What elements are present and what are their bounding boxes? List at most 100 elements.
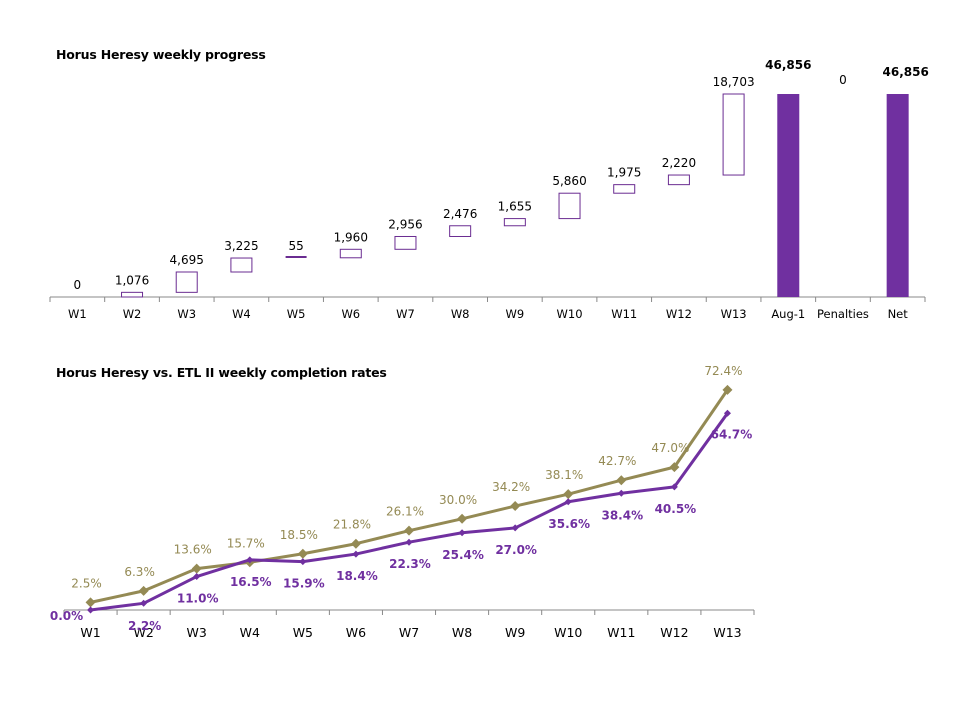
- line-chart-title: Horus Heresy vs. ETL II weekly completio…: [56, 365, 387, 380]
- data-label: 64.7%: [711, 427, 753, 441]
- data-label: 16.5%: [230, 575, 272, 589]
- x-tick-label: Aug-1: [771, 307, 805, 321]
- data-label: 5,860: [552, 174, 586, 188]
- data-point-marker: [563, 489, 574, 500]
- data-label: 35.6%: [548, 517, 590, 531]
- data-point-marker: [564, 498, 572, 506]
- waterfall-chart: W10W21,076W34,695W43,225W555W61,960W72,9…: [49, 58, 929, 321]
- x-tick-label: W12: [660, 625, 688, 640]
- data-label: 0: [74, 278, 82, 292]
- x-tick-label: W8: [452, 625, 472, 640]
- data-point-marker: [617, 489, 625, 497]
- data-label: 42.7%: [598, 454, 636, 468]
- x-tick-label: W12: [666, 307, 692, 321]
- data-label: 1,076: [115, 273, 149, 287]
- data-point-marker: [85, 597, 96, 608]
- x-tick-label: W11: [607, 625, 635, 640]
- data-label: 55: [288, 239, 303, 253]
- bar-total: [777, 94, 800, 297]
- data-label: 13.6%: [174, 543, 212, 557]
- data-label: 0.0%: [50, 609, 83, 623]
- data-label: 72.4%: [704, 364, 742, 378]
- data-label: 46,856: [765, 58, 811, 72]
- data-point-marker: [404, 525, 414, 536]
- x-tick-label: W4: [232, 307, 251, 321]
- data-point-marker: [87, 606, 95, 614]
- x-tick-label: W8: [451, 307, 470, 321]
- data-label: 1,975: [607, 166, 641, 180]
- waterfall-chart-title: Horus Heresy weekly progress: [56, 47, 266, 62]
- data-label: 2,956: [388, 217, 422, 231]
- x-tick-label: W2: [123, 307, 142, 321]
- x-tick-label: W6: [341, 307, 360, 321]
- data-label: 46,856: [883, 65, 929, 79]
- data-label: 47.0%: [651, 441, 689, 455]
- x-tick-label: Net: [888, 307, 909, 321]
- data-point-marker: [138, 585, 149, 596]
- data-label: 18.4%: [336, 569, 378, 583]
- data-point-marker: [297, 548, 308, 559]
- x-tick-label: W11: [611, 307, 637, 321]
- bar-step: [613, 184, 636, 194]
- x-tick-label: W1: [68, 307, 87, 321]
- data-label: 2.2%: [128, 619, 161, 633]
- bar-step: [503, 218, 526, 227]
- data-point-marker: [510, 501, 521, 512]
- bar-step: [722, 93, 745, 176]
- data-point-marker: [405, 538, 413, 546]
- x-tick-label: W10: [554, 625, 582, 640]
- data-label: 2.5%: [71, 576, 102, 590]
- data-point-marker: [669, 462, 680, 473]
- data-point-marker: [246, 556, 254, 564]
- data-label: 38.4%: [601, 508, 643, 522]
- x-tick-label: W7: [396, 307, 415, 321]
- data-point-marker: [723, 409, 731, 417]
- bar-total: [886, 94, 909, 297]
- data-point-marker: [140, 599, 148, 607]
- data-label: 15.9%: [283, 577, 325, 591]
- data-label: 4,695: [170, 253, 204, 267]
- x-tick-label: W10: [557, 307, 583, 321]
- x-tick-label: W13: [721, 307, 747, 321]
- data-point-marker: [616, 475, 627, 486]
- x-tick-label: W9: [506, 307, 525, 321]
- bar-step: [339, 248, 362, 259]
- data-label: 30.0%: [439, 493, 477, 507]
- x-tick-label: W7: [399, 625, 419, 640]
- data-label: 26.1%: [386, 505, 424, 519]
- data-label: 18.5%: [280, 528, 318, 542]
- data-point-marker: [722, 384, 733, 395]
- data-point-marker: [458, 529, 466, 537]
- x-tick-label: W3: [177, 307, 196, 321]
- data-point-marker: [350, 538, 361, 549]
- data-point-marker: [352, 550, 360, 558]
- data-label: 22.3%: [389, 557, 431, 571]
- bar-step: [449, 225, 472, 237]
- bar-step: [230, 257, 253, 273]
- data-point-marker: [191, 563, 202, 574]
- data-label: 2,220: [662, 156, 696, 170]
- x-tick-label: Penalties: [817, 307, 869, 321]
- data-label: 25.4%: [442, 548, 484, 562]
- data-point-marker: [193, 573, 201, 581]
- bar-step: [394, 235, 417, 250]
- data-point-marker: [299, 558, 307, 566]
- data-label: 34.2%: [492, 480, 530, 494]
- x-tick-label: W6: [346, 625, 366, 640]
- x-tick-label: W2: [133, 625, 153, 640]
- data-label: 1,960: [334, 230, 368, 244]
- x-tick-label: W13: [713, 625, 741, 640]
- bar-step: [667, 174, 690, 186]
- bar-step: [121, 291, 144, 298]
- data-point-marker: [670, 483, 678, 491]
- data-label: 0: [839, 73, 847, 87]
- data-label: 3,225: [224, 239, 258, 253]
- x-tick-label: W1: [80, 625, 100, 640]
- bar-step: [558, 192, 581, 220]
- x-tick-label: W3: [187, 625, 207, 640]
- data-label: 18,703: [713, 75, 755, 89]
- data-label: 2,476: [443, 207, 477, 221]
- x-tick-label: W5: [287, 307, 306, 321]
- x-tick-label: W5: [293, 625, 313, 640]
